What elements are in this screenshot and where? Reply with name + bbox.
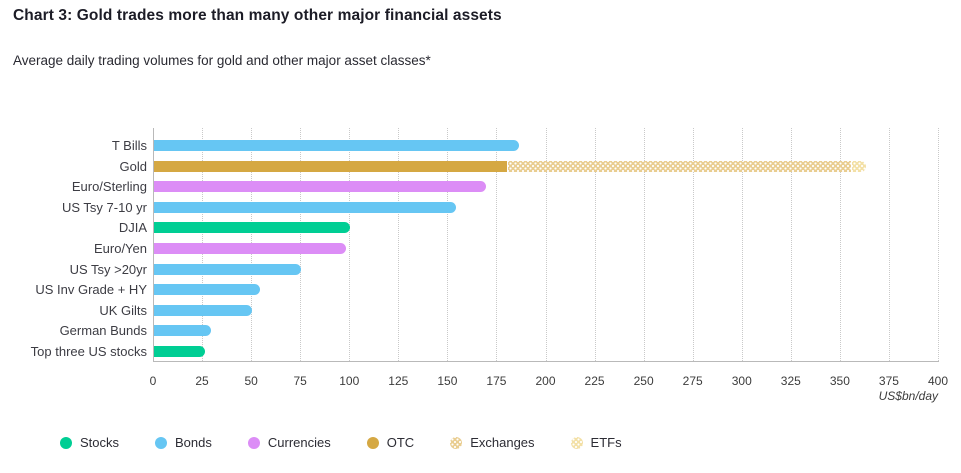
- legend-item-stocks: Stocks: [60, 435, 119, 450]
- x-tick-label-0: 0: [149, 374, 157, 388]
- chart-title: Chart 3: Gold trades more than many othe…: [13, 7, 502, 24]
- category-label-us-inv-grade-hy: US Inv Grade + HY: [35, 282, 147, 298]
- category-label-top-three-us-stocks: Top three US stocks: [30, 344, 147, 359]
- legend-marker-bonds: [155, 436, 168, 449]
- gridline-400: [938, 128, 939, 361]
- bar-segment-us-inv-grade-hy-bonds: [154, 284, 260, 296]
- category-label-us-tsy-7-10-yr: US Tsy 7-10 yr: [61, 199, 147, 215]
- legend-label-etfs: ETFs: [590, 435, 622, 450]
- gridline-225: [594, 128, 596, 361]
- x-axis-line: [153, 361, 939, 362]
- legend-marker-otc: [366, 436, 379, 449]
- legend-label-otc: OTC: [386, 435, 415, 450]
- category-label-djia: DJIA: [118, 220, 147, 236]
- legend-marker-etfs: [570, 436, 583, 449]
- x-tick-label-400: 400: [927, 374, 949, 388]
- bar-segment-euro-sterling-currencies: [154, 181, 486, 193]
- gridline-100: [349, 128, 351, 361]
- gridline-350: [839, 128, 841, 361]
- legend-label-currencies: Currencies: [267, 435, 331, 450]
- category-label-t-bills: T Bills: [111, 138, 147, 153]
- x-tick-label-200: 200: [535, 374, 556, 388]
- bar-segment-gold-exchanges: [508, 160, 851, 172]
- bar-segment-djia-stocks: [154, 222, 351, 234]
- gridline-325: [790, 128, 792, 361]
- gridline-250: [643, 128, 645, 361]
- bar-segment-top-three-us-stocks-stocks: [154, 346, 206, 357]
- gridline-125: [398, 128, 400, 361]
- legend-label-stocks: Stocks: [80, 435, 120, 450]
- x-tick-label-225: 225: [584, 374, 605, 388]
- legend-marker-exchanges: [450, 436, 463, 449]
- x-tick-label-50: 50: [244, 374, 258, 388]
- gridline-375: [888, 128, 890, 361]
- category-label-us-tsy-20yr: US Tsy >20yr: [69, 261, 147, 277]
- x-tick-label-175: 175: [486, 374, 507, 388]
- bar-segment-t-bills-bonds: [154, 140, 520, 151]
- x-tick-label-125: 125: [388, 374, 409, 388]
- gridline-200: [545, 128, 547, 361]
- x-tick-label-250: 250: [633, 374, 654, 388]
- bar-segment-gold-otc: [154, 160, 508, 172]
- x-tick-label-325: 325: [780, 374, 801, 388]
- x-tick-label-300: 300: [731, 374, 752, 388]
- x-tick-label-100: 100: [339, 374, 360, 388]
- legend-item-etfs: ETFs: [570, 435, 622, 450]
- bar-segment-gold-etfs: [851, 160, 867, 172]
- gridline-275: [692, 128, 694, 361]
- x-tick-label-150: 150: [437, 374, 458, 388]
- legend-label-bonds: Bonds: [175, 435, 212, 450]
- legend-item-exchanges: Exchanges: [450, 435, 535, 450]
- legend-item-otc: OTC: [366, 435, 415, 450]
- x-tick-label-350: 350: [829, 374, 850, 388]
- x-tick-label-25: 25: [195, 374, 209, 388]
- gridline-300: [741, 128, 743, 361]
- legend-item-currencies: Currencies: [247, 435, 331, 450]
- category-label-euro-yen: Euro/Yen: [93, 241, 147, 256]
- legend-marker-currencies: [247, 436, 260, 449]
- chart-subtitle: Average daily trading volumes for gold a…: [13, 53, 431, 68]
- category-label-uk-gilts: UK Gilts: [99, 302, 147, 318]
- bar-segment-us-tsy-20yr-bonds: [154, 263, 302, 275]
- category-label-german-bunds: German Bunds: [59, 323, 147, 339]
- bar-segment-uk-gilts-bonds: [154, 304, 253, 316]
- bar-segment-us-tsy-7-10-yr-bonds: [154, 201, 457, 213]
- bar-segment-german-bunds-bonds: [154, 325, 211, 337]
- legend-marker-stocks: [60, 436, 72, 449]
- gridline-150: [447, 128, 449, 361]
- bar-segment-euro-yen-currencies: [154, 243, 347, 254]
- legend-label-exchanges: Exchanges: [470, 435, 535, 450]
- y-axis-line: [153, 128, 154, 362]
- x-tick-label-275: 275: [682, 374, 703, 388]
- axis-unit-label: US$bn/day: [878, 389, 938, 403]
- x-tick-label-75: 75: [293, 374, 307, 388]
- gridline-175: [496, 128, 498, 361]
- category-label-gold: Gold: [119, 158, 147, 174]
- category-label-euro-sterling: Euro/Sterling: [71, 179, 147, 195]
- x-tick-label-375: 375: [878, 374, 899, 388]
- legend: Stocks Bonds Currencies OTC Exchanges ETFs: [60, 435, 622, 450]
- legend-item-bonds: Bonds: [155, 435, 212, 450]
